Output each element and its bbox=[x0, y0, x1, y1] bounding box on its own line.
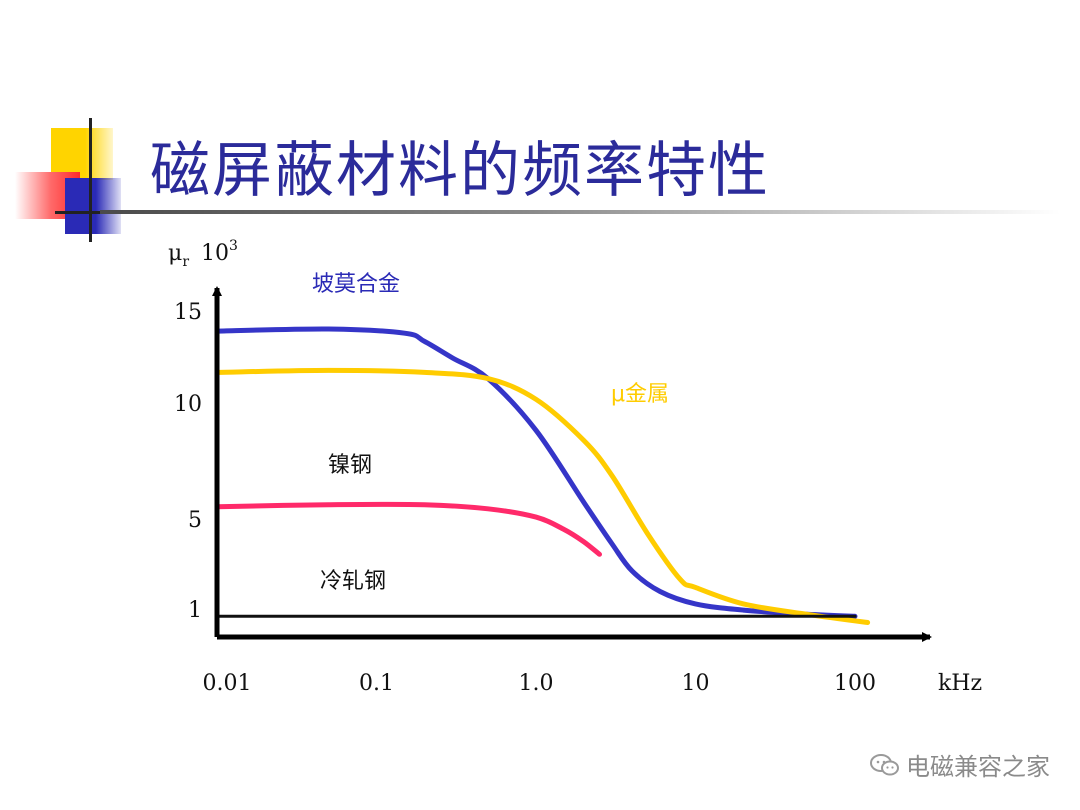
x-tick-label: 10 bbox=[682, 671, 710, 696]
x-tick-label: 0.1 bbox=[359, 671, 394, 696]
x-tick-label: 1.0 bbox=[519, 671, 554, 696]
slide-title: 磁屏蔽材料的频率特性 bbox=[150, 136, 770, 206]
series-label-4: 冷轧钢 bbox=[320, 569, 386, 594]
series-label-2: μ金属 bbox=[611, 382, 669, 407]
watermark-text: 电磁兼容之家 bbox=[906, 753, 1050, 781]
y-axis-label: μr 103 bbox=[168, 238, 238, 270]
title-underline bbox=[100, 210, 1060, 214]
series-line-1 bbox=[214, 326, 858, 619]
y-tick-label: 10 bbox=[174, 392, 202, 417]
watermark: 电磁兼容之家 bbox=[870, 747, 1050, 782]
x-unit-label: kHz bbox=[938, 671, 982, 696]
decor-blue-square bbox=[65, 178, 121, 234]
x-tick-label: 100 bbox=[834, 671, 876, 696]
y-tick-label: 15 bbox=[174, 300, 202, 325]
y-tick-label: 5 bbox=[188, 508, 202, 533]
series-line-2 bbox=[214, 367, 871, 625]
x-tick-label: 0.01 bbox=[203, 671, 252, 696]
series-line-3 bbox=[214, 501, 602, 557]
decor-yellow-square bbox=[51, 128, 113, 180]
y-tick-label: 1 bbox=[188, 598, 202, 623]
series-label-1: 坡莫合金 bbox=[312, 272, 400, 297]
wechat-icon bbox=[870, 753, 899, 775]
series-label-3: 镍钢 bbox=[328, 453, 372, 478]
decor-horizontal-line bbox=[55, 211, 115, 214]
decor-vertical-line bbox=[89, 118, 92, 242]
